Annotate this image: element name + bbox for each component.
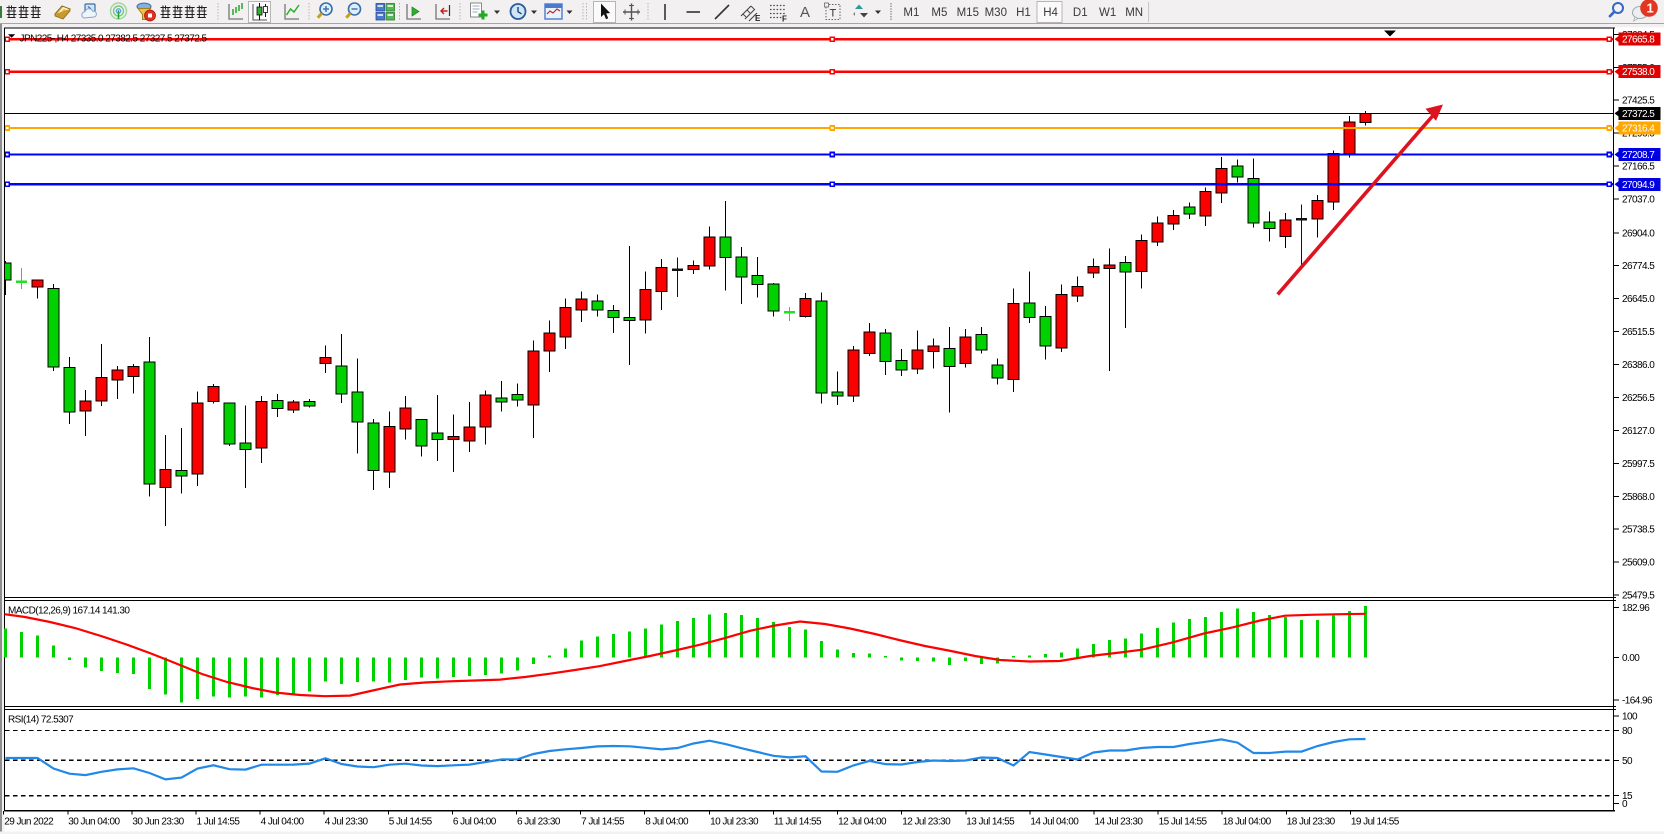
svg-text:MACD(12,26,9) 167.14 141.30: MACD(12,26,9) 167.14 141.30 bbox=[8, 606, 130, 617]
svg-text:15: 15 bbox=[1622, 791, 1633, 802]
svg-text:27538.0: 27538.0 bbox=[1622, 67, 1655, 78]
svg-text:27316.4: 27316.4 bbox=[1622, 124, 1655, 135]
svg-text:7 Jul 14:55: 7 Jul 14:55 bbox=[581, 816, 625, 827]
svg-text:8 Jul 04:00: 8 Jul 04:00 bbox=[645, 816, 689, 827]
svg-text:H1: H1 bbox=[1016, 7, 1031, 19]
svg-text:F: F bbox=[782, 15, 787, 24]
svg-text:T: T bbox=[830, 8, 837, 20]
svg-text:26127.0: 26127.0 bbox=[1622, 426, 1655, 437]
svg-text:4 Jul 04:00: 4 Jul 04:00 bbox=[261, 816, 305, 827]
svg-text:0: 0 bbox=[1622, 799, 1628, 810]
svg-text:5 Jul 14:55: 5 Jul 14:55 bbox=[389, 816, 433, 827]
svg-text:14 Jul 04:00: 14 Jul 04:00 bbox=[1030, 816, 1079, 827]
svg-text:182.96: 182.96 bbox=[1622, 603, 1650, 614]
svg-text:H4: H4 bbox=[1043, 7, 1058, 19]
svg-text:RSI(14) 72.5307: RSI(14) 72.5307 bbox=[8, 715, 74, 726]
svg-text:M30: M30 bbox=[985, 7, 1007, 19]
svg-text:E: E bbox=[755, 14, 761, 23]
svg-text:25997.5: 25997.5 bbox=[1622, 459, 1655, 470]
svg-text:25609.0: 25609.0 bbox=[1622, 558, 1655, 569]
svg-text:13 Jul 14:55: 13 Jul 14:55 bbox=[966, 816, 1015, 827]
svg-text:27094.9: 27094.9 bbox=[1622, 180, 1655, 191]
svg-text:6 Jul 23:30: 6 Jul 23:30 bbox=[517, 816, 561, 827]
svg-text:10 Jul 23:30: 10 Jul 23:30 bbox=[710, 816, 759, 827]
svg-text:M1: M1 bbox=[903, 7, 919, 19]
svg-text:26904.0: 26904.0 bbox=[1622, 228, 1655, 239]
svg-text:80: 80 bbox=[1622, 726, 1633, 737]
svg-text:50: 50 bbox=[1622, 756, 1633, 767]
svg-text:6 Jul 04:00: 6 Jul 04:00 bbox=[453, 816, 497, 827]
svg-text:27208.7: 27208.7 bbox=[1622, 150, 1655, 161]
svg-text:18 Jul 23:30: 18 Jul 23:30 bbox=[1287, 816, 1336, 827]
svg-text:4 Jul 23:30: 4 Jul 23:30 bbox=[325, 816, 369, 827]
svg-text:0.00: 0.00 bbox=[1622, 653, 1640, 664]
svg-text:26515.5: 26515.5 bbox=[1622, 327, 1655, 338]
svg-text:26256.5: 26256.5 bbox=[1622, 393, 1655, 404]
svg-text:D1: D1 bbox=[1073, 7, 1088, 19]
svg-text:18 Jul 04:00: 18 Jul 04:00 bbox=[1223, 816, 1272, 827]
svg-text:30 Jun 04:00: 30 Jun 04:00 bbox=[68, 816, 120, 827]
svg-text:14 Jul 23:30: 14 Jul 23:30 bbox=[1095, 816, 1144, 827]
svg-text:25868.0: 25868.0 bbox=[1622, 492, 1655, 503]
svg-text:27166.5: 27166.5 bbox=[1622, 162, 1655, 173]
svg-text:26645.0: 26645.0 bbox=[1622, 294, 1655, 305]
svg-text:MN: MN bbox=[1125, 7, 1143, 19]
svg-text:A: A bbox=[800, 4, 810, 21]
svg-text:27037.0: 27037.0 bbox=[1622, 195, 1655, 206]
svg-text:100: 100 bbox=[1622, 712, 1638, 723]
svg-text:15 Jul 14:55: 15 Jul 14:55 bbox=[1159, 816, 1208, 827]
svg-text:29 Jun 2022: 29 Jun 2022 bbox=[4, 816, 54, 827]
svg-text:12 Jul 23:30: 12 Jul 23:30 bbox=[902, 816, 951, 827]
svg-text:M15: M15 bbox=[957, 7, 979, 19]
svg-text:27425.5: 27425.5 bbox=[1622, 96, 1655, 107]
svg-text:1 Jul 14:55: 1 Jul 14:55 bbox=[197, 816, 241, 827]
svg-text:19 Jul 14:55: 19 Jul 14:55 bbox=[1351, 816, 1400, 827]
svg-text:25738.5: 25738.5 bbox=[1622, 525, 1655, 536]
svg-text:26386.0: 26386.0 bbox=[1622, 360, 1655, 371]
svg-text:11 Jul 14:55: 11 Jul 14:55 bbox=[774, 816, 822, 827]
svg-text:12 Jul 04:00: 12 Jul 04:00 bbox=[838, 816, 887, 827]
svg-text:W1: W1 bbox=[1099, 7, 1116, 19]
svg-text:25479.5: 25479.5 bbox=[1622, 591, 1655, 602]
svg-text:26774.5: 26774.5 bbox=[1622, 261, 1655, 272]
svg-text:1: 1 bbox=[1647, 1, 1654, 16]
svg-text:-164.96: -164.96 bbox=[1622, 696, 1653, 707]
svg-text:27665.8: 27665.8 bbox=[1622, 35, 1655, 46]
svg-text:27372.5: 27372.5 bbox=[1622, 109, 1655, 120]
svg-text:JPN225-,H4 27335.0 27382.5 27: JPN225-,H4 27335.0 27382.5 27327.5 27372… bbox=[20, 34, 208, 45]
svg-text:30 Jun 23:30: 30 Jun 23:30 bbox=[132, 816, 184, 827]
svg-text:M5: M5 bbox=[931, 7, 947, 19]
